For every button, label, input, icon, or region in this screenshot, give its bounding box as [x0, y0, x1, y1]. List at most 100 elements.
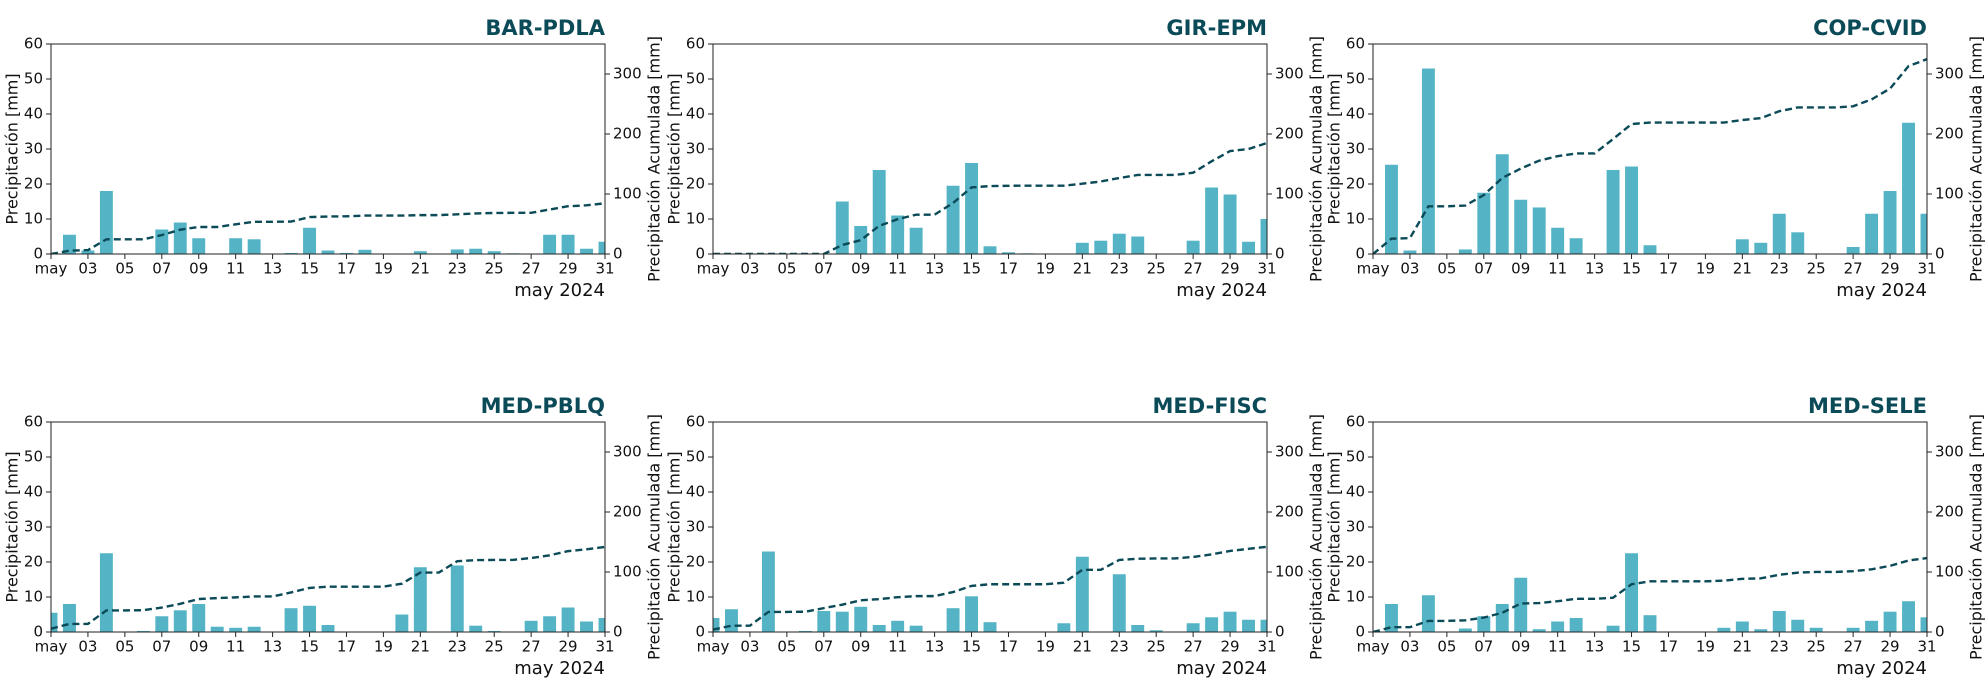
x-tick-label: 23	[448, 260, 467, 278]
x-tick-label: 11	[1548, 260, 1567, 278]
x-tick-label: 15	[962, 260, 981, 278]
y2-tick-label: 300	[613, 443, 642, 461]
bar	[524, 620, 538, 632]
y-tick-label: 60	[1346, 35, 1365, 53]
bar	[872, 625, 886, 632]
x-tick-label: 09	[851, 638, 870, 656]
subplot: 0 10 20 30 40 50 60 0 100 200 300 may 03 05 07 09 11 13 15…	[1325, 394, 1986, 678]
bar	[487, 251, 501, 254]
x-tick-label: 15	[300, 260, 319, 278]
bar	[63, 234, 76, 254]
bar	[835, 201, 849, 254]
x-tick-label: 19	[1696, 260, 1715, 278]
bar	[1865, 620, 1879, 632]
x-tick-label: 17	[1659, 638, 1678, 656]
bar	[1094, 240, 1108, 254]
x-tick-label: 05	[115, 638, 134, 656]
y-tick-label: 10	[24, 210, 43, 228]
subplot-title: GIR-EPM	[1166, 16, 1267, 40]
x-tick-label: 31	[1917, 260, 1936, 278]
x-tick-label: 31	[595, 260, 614, 278]
y-tick-label: 0	[1355, 623, 1365, 641]
x-tick-label: 31	[595, 638, 614, 656]
bar	[1606, 625, 1620, 632]
bar	[1532, 207, 1546, 254]
subplot: 0 10 20 30 40 50 60 0 100 200 300 may 03 05 07 09 11 13 15…	[665, 394, 1326, 678]
bar	[413, 251, 427, 254]
axes-frame	[1372, 43, 1928, 255]
bar	[909, 625, 923, 632]
x-tick-label: 15	[300, 638, 319, 656]
x-tick-label: 05	[1437, 638, 1456, 656]
x-tick-label: 07	[152, 638, 171, 656]
bar	[1865, 213, 1879, 254]
x-tick-label: 19	[1036, 260, 1055, 278]
x-tick-label: 27	[522, 638, 541, 656]
y-tick-label: 30	[24, 518, 43, 536]
bar	[1495, 154, 1509, 254]
bar	[469, 625, 483, 632]
bar	[99, 553, 113, 632]
bar	[835, 611, 849, 632]
x-tick-label: 29	[559, 638, 578, 656]
x-tick-label: 25	[1147, 638, 1166, 656]
bar	[413, 567, 427, 632]
y-axis-label: Precipitación [mm]	[3, 73, 22, 224]
bar	[358, 249, 372, 254]
bar	[321, 625, 335, 632]
x-tick-label: 17	[999, 260, 1018, 278]
bar	[1791, 619, 1805, 632]
bar	[247, 626, 261, 632]
x-tick-label: 29	[1881, 260, 1900, 278]
x-tick-label: may	[35, 638, 68, 656]
y2-tick-label: 200	[1935, 503, 1964, 521]
cumulative-line	[713, 545, 1267, 631]
y-tick-label: 10	[686, 210, 705, 228]
y2-tick-label: 200	[1275, 503, 1304, 521]
x-tick-label: 03	[1400, 638, 1419, 656]
subplot: 0 10 20 30 40 50 60 0 100 200 300 may 03 05 07 09 11 13 15…	[3, 16, 664, 301]
bar	[469, 248, 483, 254]
x-tick-label: 07	[1474, 638, 1493, 656]
bar	[303, 227, 316, 254]
x-tick-label: 21	[1733, 260, 1752, 278]
x-axis-label: may 2024	[1836, 280, 1927, 301]
y-tick-label: 0	[695, 623, 705, 641]
y-tick-label: 0	[33, 245, 43, 263]
bar	[1772, 611, 1786, 632]
bar	[81, 250, 95, 254]
x-tick-label: 09	[1511, 638, 1530, 656]
bar	[155, 229, 169, 254]
y2-tick-label: 100	[613, 563, 642, 581]
y-axis-label: Precipitación [mm]	[1325, 451, 1344, 602]
x-tick-label: 31	[1917, 638, 1936, 656]
y2-tick-label: 100	[1935, 563, 1964, 581]
y-tick-label: 40	[1346, 483, 1365, 501]
bar	[1131, 625, 1145, 632]
bar	[1495, 604, 1509, 632]
x-tick-label: 19	[1036, 638, 1055, 656]
x-tick-label: 13	[263, 260, 282, 278]
y-tick-label: 60	[24, 413, 43, 431]
axes-frame	[50, 421, 606, 633]
plot-area	[51, 191, 605, 254]
y2-tick-label: 0	[1935, 623, 1945, 641]
x-tick-label: may	[697, 260, 730, 278]
bar	[63, 604, 76, 632]
bar	[395, 614, 409, 632]
y-tick-label: 60	[24, 35, 43, 53]
y-tick-label: 20	[1346, 175, 1365, 193]
bar	[1242, 619, 1255, 632]
x-tick-label: may	[35, 260, 68, 278]
cumulative-line	[713, 141, 1267, 254]
x-tick-label: 05	[777, 260, 796, 278]
bar	[1223, 611, 1237, 632]
x-tick-label: 23	[1770, 260, 1789, 278]
y-tick-label: 0	[1355, 245, 1365, 263]
bar	[1477, 192, 1491, 254]
x-tick-label: 05	[1437, 260, 1456, 278]
x-tick-label: may	[1357, 260, 1390, 278]
x-tick-label: 19	[374, 260, 393, 278]
y2-tick-label: 300	[1275, 443, 1304, 461]
y2-tick-label: 100	[1275, 185, 1304, 203]
